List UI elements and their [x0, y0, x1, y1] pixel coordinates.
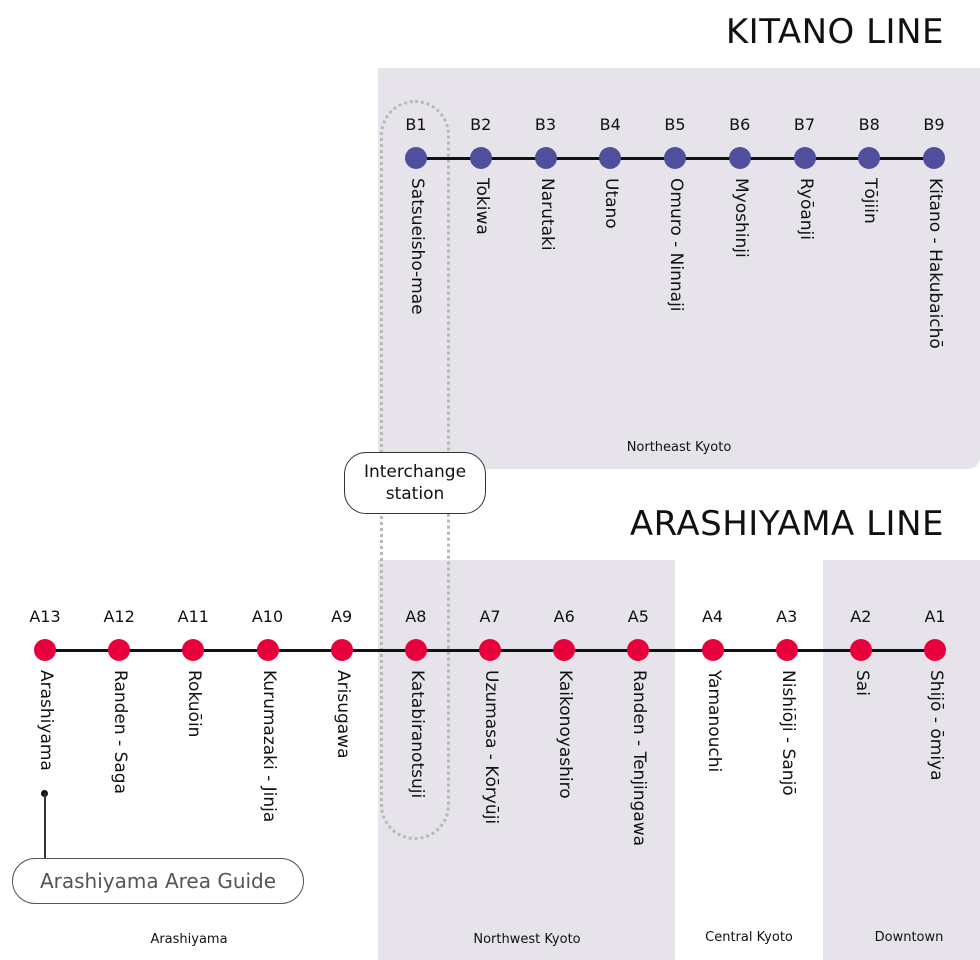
station-name[interactable]: Tōjiin	[860, 178, 881, 224]
station-name[interactable]: Shijō - ōmiya	[926, 670, 947, 781]
station-code: A13	[29, 607, 61, 626]
station-code: A4	[701, 607, 724, 626]
station-dot[interactable]	[849, 639, 872, 661]
station-code: A11	[177, 607, 209, 626]
station-name[interactable]: Narutaki	[536, 178, 557, 251]
station-dot[interactable]	[627, 639, 650, 661]
zone-label-arashiyama: Arashiyama	[150, 932, 228, 947]
station-code: B1	[405, 115, 427, 134]
interchange-station-label: Interchange station	[344, 452, 486, 514]
station-code: B2	[470, 115, 492, 134]
station-dot[interactable]	[664, 147, 686, 169]
station-dot[interactable]	[775, 639, 798, 661]
arashiyama-area-guide-button[interactable]: Arashiyama Area Guide	[12, 858, 304, 904]
station-name[interactable]: Yamanouchi	[703, 670, 724, 773]
interchange-line1: Interchange	[363, 462, 467, 482]
station-code: A12	[103, 607, 135, 626]
station-name[interactable]: Satsueisho-mae	[407, 178, 427, 315]
station-name[interactable]: Uzumasa - Kōryūji	[481, 670, 502, 825]
station-name[interactable]: Ryōanji	[795, 178, 816, 240]
station-dot[interactable]	[479, 639, 502, 661]
station-name[interactable]: Randen - Saga	[110, 670, 131, 795]
station-code: A8	[405, 607, 427, 626]
region-northeast-kyoto	[378, 68, 980, 469]
station-name[interactable]: Randen - Tenjingawa	[629, 670, 650, 847]
station-name[interactable]: Katabiranotsuji	[406, 670, 427, 799]
station-code: A2	[850, 607, 872, 626]
station-dot[interactable]	[182, 639, 205, 661]
station-code: A10	[251, 607, 284, 626]
station-dot[interactable]	[34, 639, 56, 661]
interchange-line2: station	[385, 484, 445, 504]
station-code: B3	[534, 115, 557, 134]
station-name[interactable]: Omuro - Ninnaji	[666, 178, 686, 312]
station-name[interactable]: Kurumazaki - Jinja	[258, 670, 279, 823]
kitano-line-title: KITANO LINE	[725, 12, 944, 52]
station-code: B6	[729, 115, 751, 134]
station-name[interactable]: Arashiyama	[36, 670, 56, 771]
station-name[interactable]: Utano	[601, 178, 622, 229]
station-code: A7	[479, 607, 501, 626]
station-name[interactable]: Kitano - Hakubaichō	[925, 178, 945, 349]
zone-label-northeast-kyoto: Northeast Kyoto	[626, 440, 732, 455]
station-name[interactable]: Kaikonoyashiro	[555, 670, 576, 799]
station-dot[interactable]	[793, 147, 816, 169]
station-dot[interactable]	[599, 147, 622, 169]
guide-connector	[44, 793, 46, 859]
station-dot[interactable]	[534, 147, 557, 169]
station-code: B8	[858, 115, 880, 134]
station-dot[interactable]	[728, 147, 751, 169]
station-code: B4	[599, 115, 621, 134]
station-name[interactable]: Rokuōin	[184, 670, 205, 738]
station-dot[interactable]	[256, 639, 279, 661]
station-name[interactable]: Sai	[851, 670, 872, 696]
station-code: A5	[627, 607, 649, 626]
zone-label-northwest-kyoto: Northwest Kyoto	[473, 932, 581, 947]
zone-label-downtown: Downtown	[874, 930, 944, 945]
station-dot[interactable]	[923, 147, 945, 169]
station-name[interactable]: Arisugawa	[332, 670, 353, 759]
zone-label-central-kyoto: Central Kyoto	[705, 930, 793, 945]
station-code: B9	[923, 115, 945, 134]
station-code: A6	[553, 607, 575, 626]
station-dot[interactable]	[330, 639, 353, 661]
station-name[interactable]: Nishiōji - Sanjō	[777, 670, 798, 796]
station-dot[interactable]	[553, 639, 576, 661]
station-dot[interactable]	[108, 639, 131, 661]
station-code: B5	[664, 115, 686, 134]
station-dot[interactable]	[469, 147, 492, 169]
region-northwest-kyoto	[378, 560, 675, 960]
station-dot[interactable]	[701, 639, 724, 661]
station-name[interactable]: Myoshinji	[730, 178, 751, 258]
station-dot[interactable]	[858, 147, 881, 169]
station-dot[interactable]	[405, 147, 427, 169]
region-downtown	[823, 560, 980, 960]
arashiyama-line-title: ARASHIYAMA LINE	[629, 504, 944, 544]
station-code: A9	[331, 607, 353, 626]
station-dot[interactable]	[404, 639, 427, 661]
station-code: A3	[776, 607, 798, 626]
station-name[interactable]: Tokiwa	[471, 178, 492, 235]
station-dot[interactable]	[924, 639, 947, 661]
station-code: B7	[793, 115, 816, 134]
station-code: A1	[924, 607, 946, 626]
